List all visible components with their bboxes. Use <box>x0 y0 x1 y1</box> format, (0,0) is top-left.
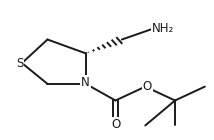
Text: O: O <box>111 118 120 131</box>
Text: N: N <box>81 76 90 89</box>
Text: NH₂: NH₂ <box>152 22 174 35</box>
Text: S: S <box>16 57 24 70</box>
Text: O: O <box>143 80 152 93</box>
